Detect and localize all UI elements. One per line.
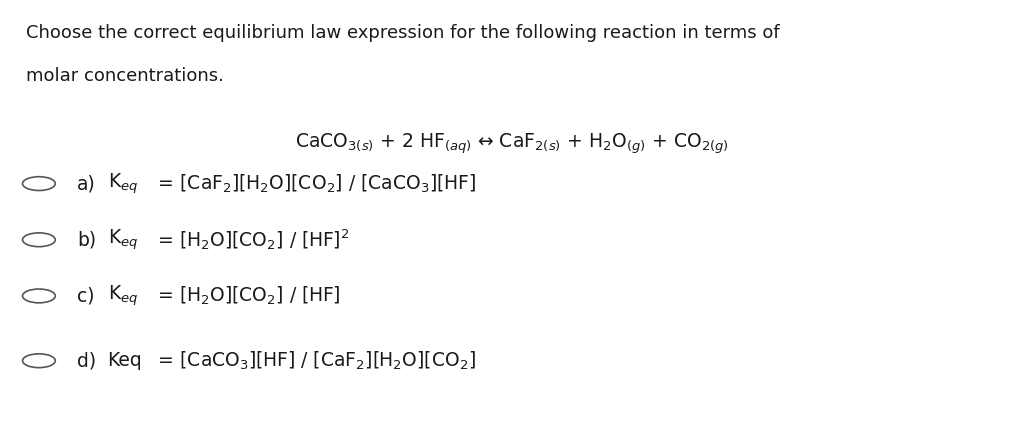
Text: Choose the correct equilibrium law expression for the following reaction in term: Choose the correct equilibrium law expre… [26, 24, 779, 42]
Text: a): a) [77, 174, 95, 193]
Text: = [H$_2$O][CO$_2$] / [HF]: = [H$_2$O][CO$_2$] / [HF] [152, 285, 340, 307]
Text: c): c) [77, 286, 94, 305]
Text: Keq: Keq [108, 351, 142, 370]
Text: d): d) [77, 351, 96, 370]
Text: CaCO$_{3(s)}$ + 2 HF$_{(aq)}$ ↔ CaF$_{2(s)}$ + H$_2$O$_{(g)}$ + CO$_{2(g)}$: CaCO$_{3(s)}$ + 2 HF$_{(aq)}$ ↔ CaF$_{2(… [295, 132, 729, 156]
Text: molar concentrations.: molar concentrations. [26, 67, 223, 85]
Text: K$_{eq}$: K$_{eq}$ [108, 228, 138, 252]
Text: K$_{eq}$: K$_{eq}$ [108, 284, 138, 308]
Text: = [CaCO$_3$][HF] / [CaF$_2$][H$_2$O][CO$_2$]: = [CaCO$_3$][HF] / [CaF$_2$][H$_2$O][CO$… [152, 349, 475, 372]
Text: = [CaF$_2$][H$_2$O][CO$_2$] / [CaCO$_3$][HF]: = [CaF$_2$][H$_2$O][CO$_2$] / [CaCO$_3$]… [152, 172, 475, 195]
Text: b): b) [77, 230, 96, 249]
Text: = [H$_2$O][CO$_2$] / [HF]$^2$: = [H$_2$O][CO$_2$] / [HF]$^2$ [152, 227, 349, 252]
Text: K$_{eq}$: K$_{eq}$ [108, 172, 138, 196]
